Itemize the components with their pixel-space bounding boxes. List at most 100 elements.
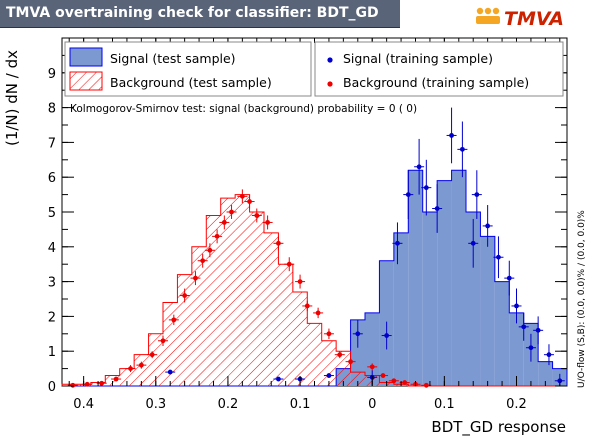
background-training-point: [212, 229, 223, 244]
signal-bar: [538, 361, 553, 386]
x-tick-label: 0.2: [506, 397, 527, 412]
x-axis-label: BDT_GD response: [431, 418, 566, 437]
x-tick-label: 0: [368, 397, 376, 412]
y-tick-label: 9: [48, 67, 56, 82]
x-tick-label: 0.1: [434, 397, 455, 412]
background-training-point: [136, 361, 147, 369]
legend-box-test: [64, 41, 312, 97]
background-training-point: [262, 215, 273, 230]
signal-training-point: [352, 319, 363, 348]
signal-training-point: [543, 344, 554, 366]
signal-training-point: [414, 138, 425, 195]
logo-dots-icon: [476, 7, 500, 24]
background-training-point: [367, 363, 378, 371]
legend-marker: [327, 81, 333, 87]
signal-training-point: [533, 316, 544, 345]
signal-training-point: [421, 159, 432, 216]
y-tick-label: 5: [48, 206, 56, 221]
signal-training-point: [323, 373, 334, 378]
legend-label: Signal (test sample): [110, 51, 236, 66]
signal-training-point: [457, 121, 468, 178]
signal-training-point: [392, 222, 403, 265]
legend: Signal (test sample) Background (test sam…: [64, 41, 564, 97]
background-training-point: [204, 243, 215, 258]
signal-training-point: [446, 107, 457, 164]
background-bar: [321, 340, 337, 386]
x-tick-label: 0.3: [145, 397, 166, 412]
signal-training-point: [482, 205, 493, 247]
signal-training-point: [468, 218, 479, 268]
signal-bar: [408, 170, 423, 386]
legend-label: Background (test sample): [110, 75, 272, 90]
y-tick-label: 2: [48, 310, 56, 325]
signal-bar: [509, 312, 524, 386]
background-bar: [148, 333, 163, 386]
legend-marker: [327, 57, 333, 63]
background-training-point: [251, 208, 262, 223]
y-tick-label: 0: [48, 380, 56, 395]
signal-training-point: [493, 236, 504, 279]
title-banner: TMVA overtraining check for classifier: …: [0, 0, 400, 28]
background-training-point: [179, 288, 190, 303]
background-bar: [249, 212, 264, 386]
chart-title: TMVA overtraining check for classifier: …: [6, 5, 379, 21]
background-bar: [206, 215, 221, 386]
background-bar: [220, 198, 236, 386]
signal-bar: [480, 236, 495, 386]
x-tick-label: 0.1: [290, 397, 311, 412]
background-training-point: [147, 351, 158, 359]
signal-bar: [422, 212, 438, 386]
legend-label: Background (training sample): [343, 75, 529, 90]
background-bar: [336, 351, 351, 386]
signal-bar: [466, 212, 481, 386]
background-bar: [134, 354, 149, 386]
signal-training-point: [471, 170, 482, 219]
background-bar: [105, 375, 120, 386]
background-training-point: [190, 271, 201, 286]
signal-training-point: [165, 369, 176, 375]
y-tick-label: 7: [48, 136, 56, 151]
y-tick-label: 8: [48, 102, 56, 117]
background-bar: [264, 232, 279, 386]
background-training-point: [219, 215, 230, 230]
tmva-logo: TMVA: [476, 7, 564, 30]
background-training-point: [323, 328, 334, 340]
logo-text: TMVA: [504, 8, 564, 30]
background-training-point: [158, 335, 168, 346]
signal-training-point: [504, 260, 515, 296]
background-training-point: [226, 205, 237, 219]
background-training-point: [302, 300, 313, 312]
background-training-point: [125, 365, 136, 373]
y-tick-label: 3: [48, 276, 56, 291]
background-bar: [119, 368, 135, 386]
background-bar: [350, 372, 365, 386]
signal-bar: [350, 319, 365, 386]
background-training-point: [168, 314, 179, 326]
background-bar: [292, 292, 308, 386]
background-training-point: [295, 274, 306, 289]
legend-label: Signal (training sample): [343, 51, 493, 66]
signal-bar: [365, 312, 380, 386]
background-training-point: [111, 376, 122, 382]
background-training-point: [388, 378, 399, 384]
signal-training-point: [518, 312, 529, 341]
ks-test-label: Kolmogorov-Smirnov test: signal (backgro…: [70, 103, 417, 115]
signal-training-point: [525, 333, 536, 362]
background-training-point: [378, 373, 389, 378]
background-training-point: [284, 257, 295, 272]
signal-training-point: [273, 376, 284, 382]
legend-box-training: [314, 41, 564, 97]
background-training-point: [197, 253, 208, 268]
x-tick-label: 0.2: [218, 397, 239, 412]
background-training-point: [237, 189, 248, 204]
signal-training-point: [381, 321, 392, 350]
background-training-point: [244, 194, 255, 209]
background-bar: [307, 323, 322, 386]
x-tick-label: 0.4: [73, 397, 94, 412]
signal-training-point: [432, 184, 443, 233]
signal-bar: [494, 281, 510, 386]
background-bar: [177, 274, 192, 386]
background-training-point: [313, 307, 324, 319]
background-bar: [191, 246, 207, 386]
signal-bar: [393, 232, 409, 386]
